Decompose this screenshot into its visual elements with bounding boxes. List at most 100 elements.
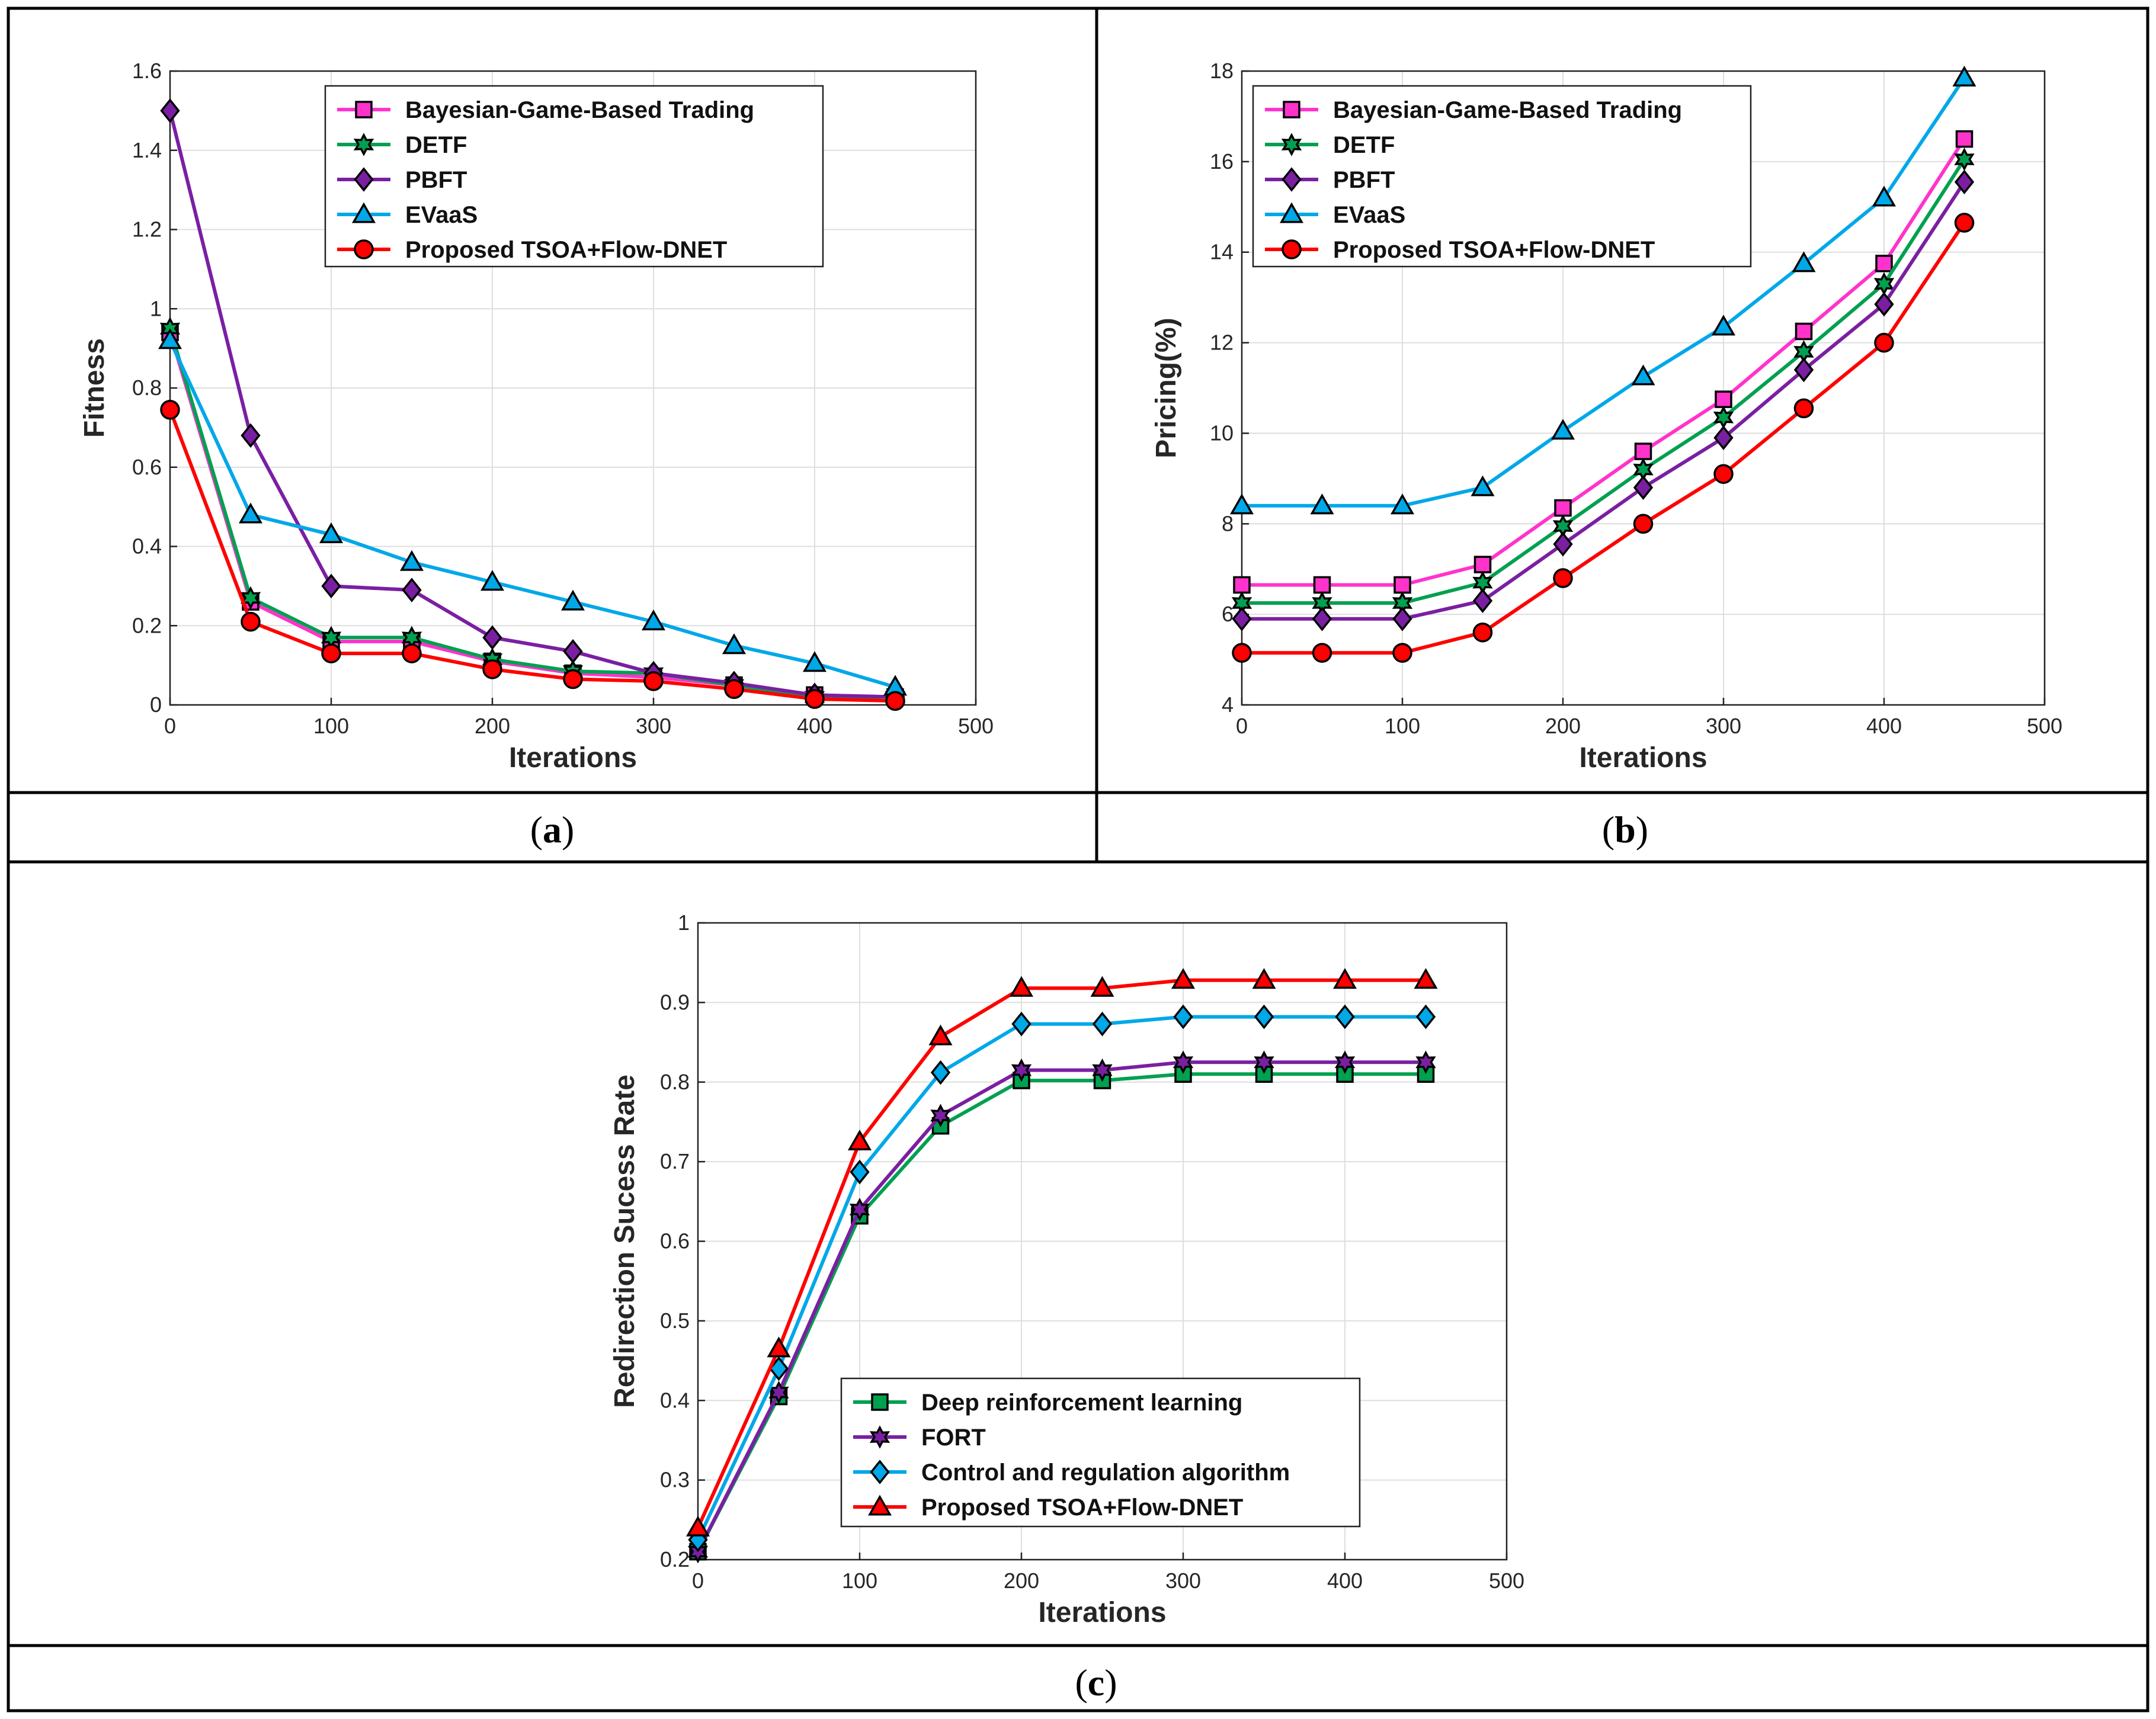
legend-marker [1282,239,1302,259]
x-tick-label: 100 [1385,714,1420,738]
legend-marker [871,1393,889,1411]
data-point [482,659,502,679]
series-line [1242,76,1966,508]
data-point [1009,976,1034,997]
table-frame [7,7,2149,1712]
data-point [1954,169,1975,195]
x-tick-label: 500 [1489,1569,1524,1593]
data-point [1171,968,1196,989]
data-point [1173,1004,1193,1030]
data-point [563,639,583,664]
y-tick-label: 6 [1222,602,1234,626]
data-point [321,573,341,599]
y-tick-label: 4 [1222,692,1234,717]
y-tick-label: 0.8 [660,1070,690,1094]
data-point [1955,130,1974,148]
data-point [560,589,585,611]
panel-caption: (a) [530,809,575,851]
legend: Bayesian-Game-Based Trading DETF PBFT EVaaS… [324,85,824,268]
series-line [1242,222,1966,655]
data-point [1792,251,1816,272]
data-point [1334,1050,1356,1074]
y-tick-label: 1.2 [132,217,162,242]
x-tick-label: 300 [1165,1569,1201,1593]
data-point [1392,643,1412,663]
data-point [1952,65,1976,86]
data-point [480,570,505,591]
series-0 [1233,130,1974,594]
data-point [158,328,182,349]
data-point [805,689,825,709]
data-point [1092,1011,1113,1037]
x-tick-label: 300 [636,714,671,738]
data-point [641,610,666,631]
data-point [1472,622,1493,643]
series-line [168,110,896,699]
data-point [930,1060,951,1085]
data-point [1393,576,1411,594]
y-axis-label: Redirection Sucess Rate [609,1075,640,1408]
series-4 [1232,213,1975,663]
legend-marker [354,239,374,259]
y-tick-label: 0.2 [132,613,162,637]
data-point [930,1104,951,1127]
data-point [1390,493,1415,515]
data-point [1335,1004,1355,1030]
data-point [849,1198,870,1221]
legend-marker [1279,202,1304,223]
legend-label: PBFT [1333,167,1395,193]
data-point [1553,531,1573,557]
legend-label: Bayesian-Game-Based Trading [1333,97,1682,123]
data-point [563,669,583,689]
legend-marker [355,101,373,118]
x-tick-label: 100 [313,714,349,738]
chart-panel-c: 0 100 200 300 400 500 0.2 0.3 0.4 0.5 0.6 0.7 0.8 0.9… [609,910,1524,1628]
series-line [1242,158,1966,605]
data-point [1414,968,1438,989]
x-axis-label: Iterations [509,742,637,774]
data-point [1471,475,1495,496]
y-tick-label: 10 [1210,421,1234,445]
legend-box [1252,85,1752,268]
x-tick-label: 300 [1706,714,1741,738]
series-3 [685,968,1438,1537]
y-tick-label: 8 [1222,511,1234,535]
legend-marker [869,1425,890,1449]
data-point [238,502,263,524]
legend-marker [1283,101,1300,118]
data-point [1415,1050,1436,1074]
x-tick-label: 200 [475,714,510,738]
data-point [1633,475,1654,500]
series-line [696,978,1426,1529]
data-point [160,400,180,420]
data-point [1550,419,1575,440]
data-point [1312,643,1332,663]
data-point [685,1515,710,1537]
x-tick-label: 0 [164,714,176,738]
data-point [1254,1004,1274,1030]
legend-label: FORT [921,1425,986,1451]
legend-label: EVaaS [405,202,478,228]
data-point [1313,576,1331,594]
data-point [402,578,422,602]
data-point [1874,291,1894,317]
data-point [1795,322,1813,341]
data-point [1252,968,1276,989]
plot-axes-box [1241,70,2046,706]
y-tick-label: 1.6 [132,59,162,83]
x-tick-label: 400 [1866,714,1902,738]
data-point [1954,147,1975,171]
series-3 [1229,65,1976,515]
legend-label: DETF [1333,132,1395,158]
series-3 [158,328,908,696]
data-point [1872,185,1896,207]
legend-box [324,85,824,268]
y-axis-label: Fitness [79,338,110,438]
legend-label: Proposed TSOA+Flow-DNET [1333,237,1655,263]
caption-a: (a) [530,809,575,851]
data-point [1472,588,1493,614]
legend-label: PBFT [405,167,467,193]
data-point [399,550,424,571]
